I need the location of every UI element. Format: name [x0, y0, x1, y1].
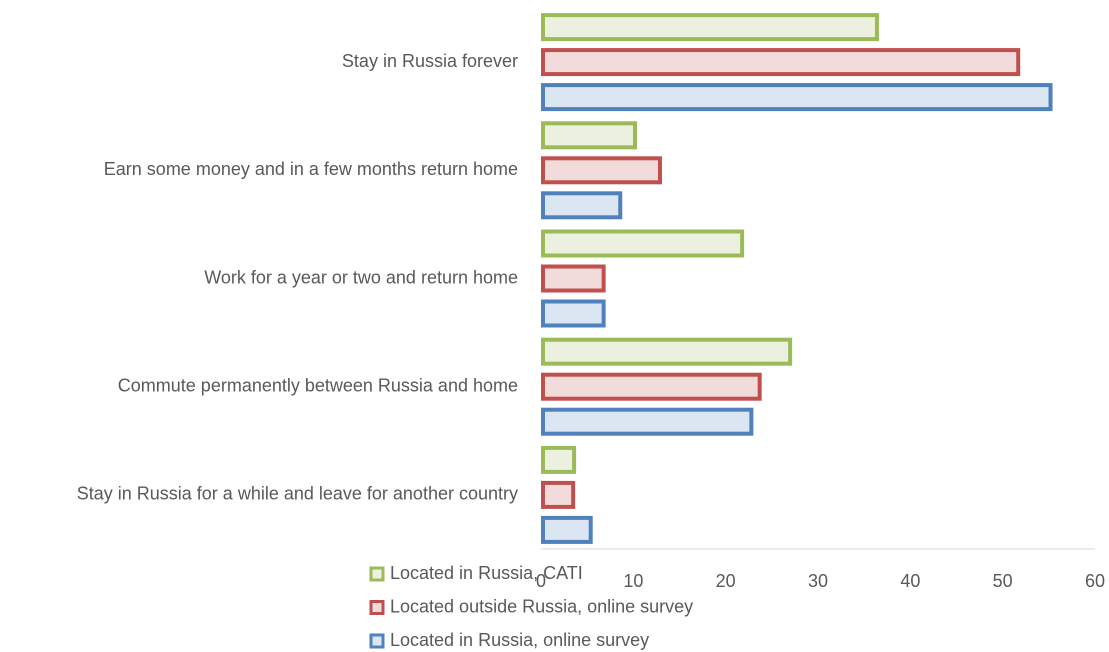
bar — [541, 515, 593, 544]
bar — [541, 299, 606, 328]
y-tick-label: Stay in Russia forever — [342, 51, 518, 71]
legend-label: Located outside Russia, online survey — [390, 596, 693, 616]
x-tick-label: 40 — [900, 571, 920, 591]
bar — [541, 191, 623, 220]
legend-swatch — [369, 566, 385, 582]
x-tick-label: 10 — [623, 571, 643, 591]
legend-swatch — [369, 633, 385, 649]
bar — [541, 445, 577, 474]
bar — [541, 121, 638, 150]
y-tick-label: Stay in Russia for a while and leave for… — [77, 484, 518, 504]
legend-label: Located in Russia, CATI — [390, 563, 583, 583]
y-tick-label: Work for a year or two and return home — [204, 267, 518, 287]
bar — [541, 407, 754, 436]
x-tick-label: 0 — [536, 571, 546, 591]
bar — [541, 480, 576, 509]
bar — [541, 48, 1021, 77]
x-tick-label: 30 — [808, 571, 828, 591]
y-tick-label: Earn some money and in a few months retu… — [104, 159, 518, 179]
bar — [541, 83, 1053, 112]
bar — [541, 229, 745, 258]
x-tick-label: 50 — [993, 571, 1013, 591]
y-tick-label: Commute permanently between Russia and h… — [118, 375, 518, 395]
bar — [541, 337, 793, 366]
x-tick-label: 60 — [1085, 571, 1105, 591]
bar — [541, 264, 606, 293]
legend-swatch — [369, 600, 385, 615]
bar — [541, 156, 662, 185]
legend-label: Located in Russia, online survey — [390, 630, 649, 650]
bar — [541, 13, 879, 42]
x-tick-label: 20 — [716, 571, 736, 591]
bar — [541, 372, 762, 401]
